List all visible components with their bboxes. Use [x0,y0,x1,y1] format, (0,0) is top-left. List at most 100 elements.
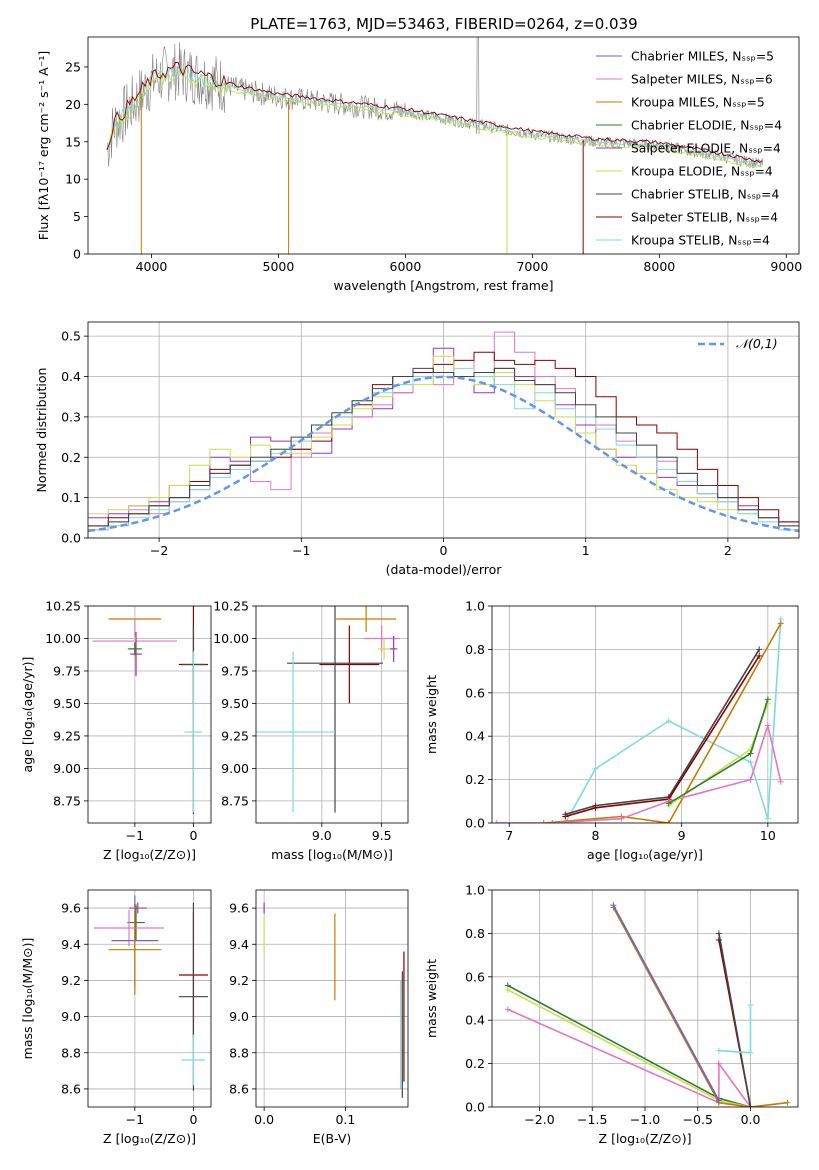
y-tick-label: 0.4 [61,369,81,384]
x-tick-label: 10 [760,828,776,843]
legend-label: Chabrier STELIB, Nₛₛₚ=4 [631,188,779,202]
weight-line [565,655,760,818]
y-tick-label: 1.0 [465,883,485,898]
legend-label: Salpeter ELODIE, Nₛₛₚ=4 [631,142,781,156]
weight-line [612,907,788,1107]
histogram-chabrier-stelib [88,367,799,527]
y-tick-label: 0.8 [465,642,485,657]
y-tick-label: 9.75 [221,663,249,678]
y-tick-label: 0.4 [465,1013,485,1028]
y-tick-label: 9.25 [53,728,81,743]
x-tick-label: 9 [678,828,686,843]
x-tick-label: 8000 [643,259,675,274]
x-tick-label: 9.0 [312,828,332,843]
y-tick-label: 0.8 [465,926,485,941]
y-tick-label: 5 [73,209,81,224]
x-tick-label: −1.0 [630,1112,660,1127]
plot-area-mass_vs_Z [88,890,211,1107]
x-tick-label: −1 [126,828,144,843]
x-axis-label: Z [log₁₀(Z/Z⊙)] [599,1131,692,1146]
x-tick-label: 7000 [516,259,548,274]
y-tick-label: 9.00 [53,761,81,776]
x-axis-label: mass [log₁₀(M/M⊙)] [271,847,393,862]
y-tick-label: 9.25 [221,728,249,743]
panel-mass_vs_Z: −1 0 8.6 8.8 9.0 9.2 9.4 9.6 Z [log₁₀(Z/Z⊙)] mass… [20,889,212,1146]
x-tick-label: 2 [724,543,732,558]
y-tick-label: 10.25 [45,599,81,614]
axes-frame [491,605,799,824]
panel-age_vs_mass: 9.0 9.5 8.75 9.00 9.25 9.50 9.75 10.00 10.25 mass… [213,599,409,862]
x-tick-label: 8 [591,828,599,843]
panels-layer: 4000 5000 6000 7000 8000 90000510152025wavele… [20,36,802,1146]
y-tick-label: 8.8 [61,1045,81,1060]
y-tick-label: 25 [65,59,81,74]
x-axis-label: Z [log₁₀(Z/Z⊙)] [103,847,196,862]
y-tick-label: 20 [65,97,81,112]
y-tick-label: 9.2 [229,973,249,988]
panel-age_vs_Z: −1 0 8.75 9.00 9.25 9.50 9.75 10.00 10.25 Z [log₁… [20,599,212,862]
x-tick-label: 0 [440,543,448,558]
y-tick-label: 10.00 [45,631,81,646]
y-tick-label: 9.0 [61,1009,81,1024]
weight-line [565,648,760,816]
weight-line [718,933,752,1107]
y-tick-label: 9.4 [61,937,81,952]
weight-line [543,623,782,823]
axes-frame [87,605,212,824]
figure-title: PLATE=1763, MJD=53463, FIBERID=0264, z=0… [250,15,637,33]
x-tick-label: −1 [126,1112,144,1127]
y-tick-label: 1.0 [465,599,485,614]
y-tick-label: 0.1 [61,490,81,505]
y-tick-label: 10.25 [213,599,249,614]
y-tick-label: 9.4 [229,937,249,952]
x-tick-label: 9.5 [372,828,392,843]
plot-area-spectrum [106,37,764,254]
axes-frame [255,889,409,1108]
y-axis-label: mass weight [424,959,439,1038]
y-tick-label: 0.2 [465,772,485,787]
legend-label: Kroupa MILES, Nₛₛₚ=5 [631,96,765,110]
legend-label: Kroupa STELIB, Nₛₛₚ=4 [631,234,770,248]
y-tick-label: 8.8 [229,1045,249,1060]
weight-line [612,904,720,1101]
x-axis-label: E(B-V) [313,1131,352,1146]
y-tick-label: 0.6 [465,685,485,700]
legend-label-normal: 𝒩(0,1) [736,336,778,351]
y-tick-label: 0.0 [465,1100,485,1115]
x-tick-label: −1 [292,543,310,558]
y-tick-label: 10.00 [213,631,249,646]
y-tick-label: 0.2 [465,1056,485,1071]
x-tick-label: −2.0 [524,1112,554,1127]
weight-line [564,618,782,823]
y-tick-label: 8.75 [53,793,81,808]
x-tick-label: 5000 [263,259,295,274]
plot-area-age_vs_mass [256,606,408,823]
x-axis-label: Z [log₁₀(Z/Z⊙)] [103,1131,196,1146]
x-tick-label: 1 [582,543,590,558]
x-tick-label: 4000 [136,259,168,274]
x-tick-label: 0 [189,1112,197,1127]
y-tick-label: 9.50 [53,696,81,711]
y-axis-label: mass weight [424,675,439,754]
weight-line [507,984,751,1107]
spectrum-legend: Chabrier MILES, Nₛₛₚ=5 Salpeter MILES, Nₛ… [596,50,782,248]
weight-line [507,1008,752,1107]
plot-area-age_vs_Z [88,606,211,823]
x-axis-label: age [log₁₀(age/yr)] [587,847,703,862]
y-tick-label: 9.50 [221,696,249,711]
plot-area-weight_vs_age [492,606,798,823]
panel-mass_vs_EBV: 0.0 0.1 8.6 8.8 9.0 9.2 9.4 9.6 E(B-V) [229,889,409,1146]
x-tick-label: −2 [150,543,168,558]
panel-weight_vs_age: 7 8 9 10 0.0 0.2 0.4 0.6 0.8 1.0 age [log₁₀(age/yr… [424,599,799,862]
spectrum-emission-line [476,37,480,135]
x-tick-label: 0.0 [741,1112,761,1127]
y-axis-label: Normed distribution [34,368,49,493]
y-axis-label: age [log₁₀(age/yr)] [20,657,35,773]
y-tick-label: 15 [65,134,81,149]
legend-label: Salpeter STELIB, Nₛₛₚ=4 [631,211,778,225]
x-axis-label: wavelength [Angstrom, rest frame] [333,278,553,293]
legend-label: Chabrier MILES, Nₛₛₚ=5 [631,50,774,64]
y-tick-label: 9.00 [221,761,249,776]
x-tick-label: −1.5 [577,1112,607,1127]
